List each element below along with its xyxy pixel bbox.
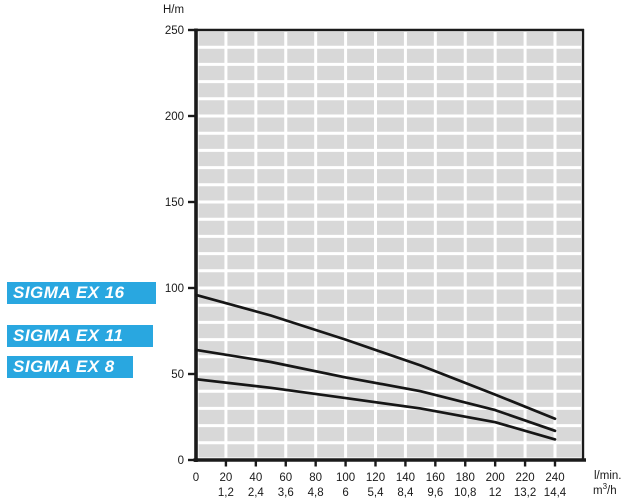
x-tick-label-m3h: 9,6 (427, 487, 443, 499)
x-tick-label-lmin: 80 (309, 472, 322, 484)
y-tick-label: 0 (178, 455, 184, 467)
y-axis-unit-label: H/m (163, 4, 185, 16)
x-tick-label-m3h: 8,4 (397, 487, 414, 499)
x-tick-label-m3h: 14,4 (544, 487, 567, 499)
series-label-sigma-ex-8: SIGMA EX 8 (7, 356, 133, 378)
x-tick-label-m3h: 6 (342, 487, 348, 499)
x-tick-label-lmin: 100 (336, 472, 355, 484)
m3h-superscript: 3 (602, 482, 608, 492)
x-tick-label-m3h: 3,6 (278, 487, 294, 499)
x-tick-label-lmin: 40 (249, 472, 262, 484)
series-label-sigma-ex-11: SIGMA EX 11 (7, 325, 153, 347)
y-tick-label: 50 (171, 369, 184, 381)
x-tick-label-lmin: 220 (515, 472, 534, 484)
x-tick-label-lmin: 160 (426, 472, 445, 484)
x-tick-label-lmin: 140 (396, 472, 415, 484)
x-tick-label-lmin: 120 (366, 472, 385, 484)
x-tick-label-lmin: 20 (220, 472, 233, 484)
m3h-base-text: m (593, 485, 603, 497)
curve-sigma-ex-16 (194, 293, 557, 421)
x-tick-label-lmin: 60 (279, 472, 292, 484)
y-tick-label: 250 (165, 25, 184, 37)
x-tick-label-m3h: 1,2 (218, 487, 234, 499)
curve-sigma-ex-11 (194, 348, 557, 433)
x-tick-label-m3h: 4,8 (308, 487, 324, 499)
x-tick-label-lmin: 0 (193, 472, 199, 484)
x-tick-label-m3h: 2,4 (248, 487, 265, 499)
x-tick-label-m3h: 12 (489, 487, 502, 499)
x-axis-unit-m3h-label: m3/h (593, 482, 617, 497)
y-tick-label: 200 (165, 111, 184, 123)
m3h-rest-text: /h (607, 485, 617, 497)
x-tick-label-m3h: 10,8 (454, 487, 476, 499)
y-tick-label: 100 (165, 283, 184, 295)
curve-sigma-ex-8 (194, 377, 557, 441)
x-tick-label-m3h: 5,4 (368, 487, 385, 499)
x-tick-label-m3h: 13,2 (514, 487, 536, 499)
x-tick-label-lmin: 200 (486, 472, 505, 484)
x-axis-unit-lmin-label: l/min. (594, 470, 622, 482)
x-tick-label-lmin: 240 (545, 472, 564, 484)
y-tick-label: 150 (165, 197, 184, 209)
series-label-sigma-ex-16: SIGMA EX 16 (7, 282, 156, 304)
x-tick-label-lmin: 180 (456, 472, 475, 484)
